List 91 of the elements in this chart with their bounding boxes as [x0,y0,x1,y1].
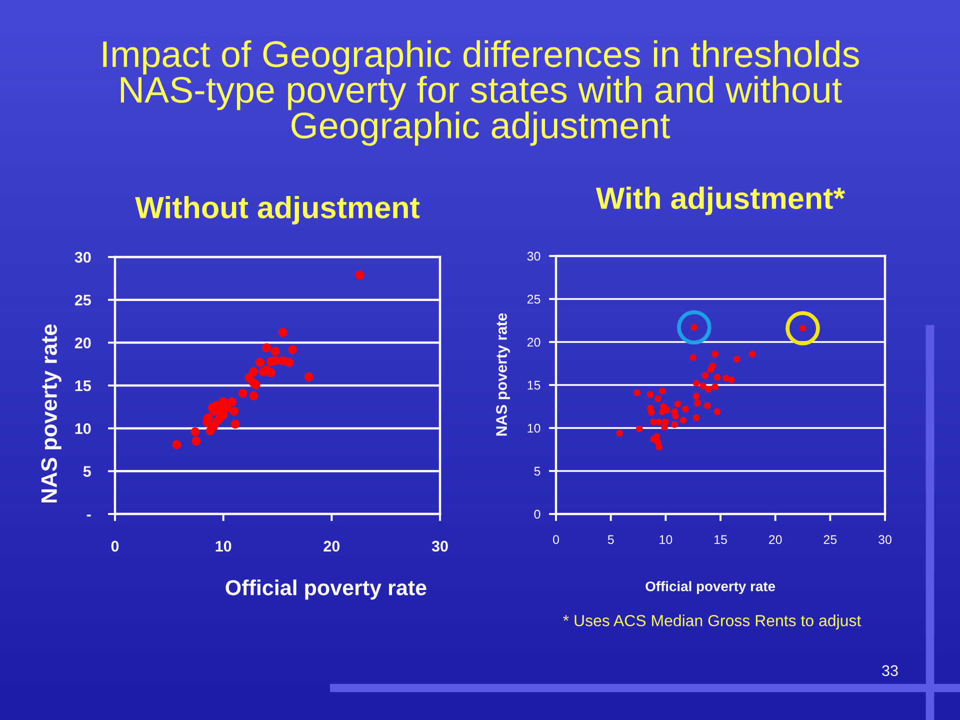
point [228,397,236,406]
point [238,388,248,398]
text: Impact of Geographic differences in thresholds NAS-type poverty for states with and without Geographic adjustment [103,40,859,146]
point [704,402,711,410]
point [799,324,806,332]
point [172,440,182,450]
point [650,418,658,426]
point [692,414,700,422]
point [705,386,712,393]
y-tick-label: 20 [74,338,91,348]
y-tick-label: - [86,514,91,516]
point [707,366,714,373]
point [690,324,698,331]
y-axis-title: NAS poverty rate [41,324,62,502]
y-tick-label: 25 [527,294,540,304]
x-tick-label: 30 [432,540,448,552]
point [256,358,265,367]
point [661,424,668,431]
point [304,372,314,382]
point [249,391,258,400]
point [278,328,288,337]
y-axis-title: NAS poverty rate [496,313,510,436]
point [646,391,654,398]
point [700,382,706,390]
x-tick-label: 10 [216,540,232,552]
point [734,356,740,363]
x-tick-label: 30 [878,535,892,544]
x-tick-label: 0 [111,540,119,552]
x-axis-title: Official poverty rate [226,580,426,600]
point [677,310,712,345]
point [634,389,641,396]
point [636,425,643,432]
chart-title: Without adjustment [135,196,420,224]
point [262,343,272,352]
point [786,311,820,346]
point [714,408,721,416]
point [702,372,709,379]
x-tick-label: 0 [553,535,559,544]
point [714,374,721,381]
y-tick-label: 30 [74,252,91,263]
point [192,436,201,446]
point [262,366,272,375]
point [722,374,730,382]
point [694,400,701,406]
y-tick-label: 5 [534,466,540,476]
x-tick-label: 10 [660,535,672,544]
point [692,392,700,400]
point [656,444,662,450]
point [658,408,666,416]
point [230,420,240,429]
point [671,421,678,428]
point [672,412,679,420]
point [682,406,689,412]
y-tick-label: 15 [528,380,540,390]
x-tick-label: 25 [824,535,837,544]
point [288,345,298,354]
point [712,383,718,390]
y-tick-label: 20 [527,338,540,347]
x-tick-label: 5 [608,535,614,544]
x-axis-title: Official poverty rate [646,581,776,594]
y-tick-label: 10 [75,423,91,434]
y-tick-label: 5 [83,466,91,477]
point [284,358,294,367]
chart-title: With adjustment* [596,186,846,216]
point [355,270,364,280]
text: 33 [882,665,898,676]
x-tick-label: 20 [769,535,782,544]
point [690,354,696,361]
y-tick-label: 30 [527,252,540,261]
point [646,404,654,412]
point [270,346,280,356]
y-tick-label: 25 [74,294,91,306]
point [616,430,624,437]
x-tick-label: 15 [714,535,727,544]
point [728,376,735,384]
y-tick-label: 0 [534,510,540,519]
point [230,406,239,416]
y-tick-label: 10 [528,424,540,433]
point [658,388,666,394]
point [748,350,756,358]
x-tick-label: 20 [324,540,340,552]
y-tick-label: 15 [75,380,91,392]
text: * Uses ACS Median Gross Rents to adjust [563,614,862,630]
point [712,350,718,358]
point [653,433,660,440]
point [680,416,687,424]
point [190,427,200,436]
point [674,400,682,408]
point [654,395,662,402]
point [692,380,700,387]
point [222,403,232,412]
